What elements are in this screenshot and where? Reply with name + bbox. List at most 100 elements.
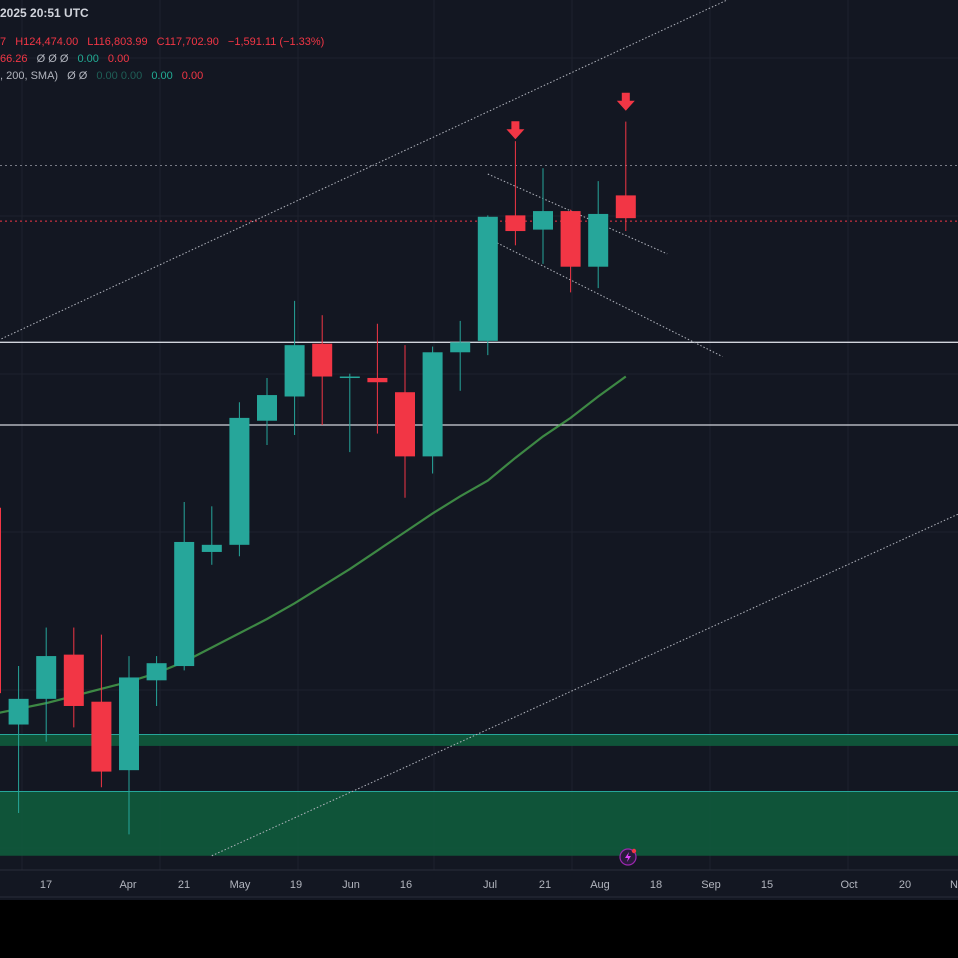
candle: [146, 656, 167, 706]
candle-body: [284, 345, 305, 397]
time-axis-label: Jul: [483, 879, 497, 891]
alert-icon[interactable]: [619, 848, 637, 866]
indicator-2-v2: 0.00: [181, 70, 204, 82]
time-axis-label: Oct: [840, 879, 857, 891]
trendline: [211, 513, 958, 857]
candle-body: [533, 211, 553, 230]
candle-body: [367, 377, 388, 383]
candle-body: [0, 507, 1, 694]
indicator-2-nulls: Ø Ø: [67, 70, 88, 82]
candle-body: [312, 343, 333, 377]
high-value: H124,474.00: [15, 36, 79, 48]
indicator-2-dim-values: 0.00 0.00: [96, 70, 143, 82]
candle-body: [422, 352, 443, 457]
indicator-2-legend: , 200, SMA) Ø Ø 0.00 0.00 0.00 0.00: [0, 68, 209, 84]
change-value: −1,591.11 (−1.33%): [227, 36, 325, 48]
time-axis-label: Jun: [342, 879, 360, 891]
candle: [257, 377, 277, 445]
time-axis-label: 16: [400, 879, 412, 891]
down-arrow-marker: [616, 92, 635, 111]
candle-body: [146, 663, 167, 681]
candle: [174, 502, 195, 671]
candle-body: [91, 701, 112, 772]
candle-body: [257, 395, 277, 421]
candle: [560, 209, 581, 293]
low-value: L116,803.99: [87, 36, 148, 48]
candle: [588, 181, 609, 289]
footer-strip: [0, 900, 958, 958]
ohlc-legend: 7 H124,474.00 L116,803.99 C117,702.90 −1…: [0, 34, 330, 50]
indicator-2-v1: 0.00: [151, 70, 173, 82]
time-axis-labels: 17 Apr 21 May 19 Jun 16 Jul 21 Aug 18 Sep 15 Oct 20 N: [40, 879, 958, 891]
candle: [201, 506, 222, 565]
indicator-2-name: , 200, SMA): [0, 70, 59, 82]
candle: [339, 373, 360, 453]
candle: [533, 168, 553, 264]
candle-body: [119, 677, 139, 771]
candle: [8, 666, 29, 813]
plot-background: [0, 0, 958, 900]
candle: [119, 656, 139, 835]
candle: [63, 627, 84, 728]
candle: [229, 402, 250, 557]
down-arrow-marker: [506, 121, 525, 140]
indicator-1-v1: 0.00: [77, 53, 99, 65]
candle: [395, 345, 415, 498]
sma-200-line: [0, 375, 627, 714]
indicator-1-legend: 66.26 Ø Ø Ø 0.00 0.00: [0, 51, 135, 67]
time-axis-label: 20: [899, 879, 911, 891]
markers: [506, 92, 635, 140]
time-axis-label: Sep: [701, 879, 721, 891]
candles: [0, 121, 636, 835]
candle: [505, 141, 526, 246]
time-axis-label: 17: [40, 879, 52, 891]
candle-body: [339, 376, 360, 379]
time-axis-label: N: [950, 879, 958, 891]
candle-body: [477, 216, 498, 341]
candle: [91, 634, 112, 788]
indicator-1-v2: 0.00: [107, 53, 130, 65]
candle-body: [450, 342, 471, 353]
candle-body: [8, 698, 29, 725]
time-axis-label: Aug: [590, 879, 610, 891]
candle: [367, 323, 388, 434]
candle-body: [36, 656, 57, 699]
indicator-1-value: 66.26: [0, 53, 28, 65]
candle: [477, 215, 498, 356]
candle: [450, 320, 471, 391]
time-axis-label: 21: [178, 879, 190, 891]
candle-body: [201, 544, 222, 552]
sma-line: [0, 375, 627, 714]
support-zone-2: [0, 791, 958, 856]
candle-body: [588, 213, 609, 267]
time-axis-label: 21: [539, 879, 551, 891]
candle-body: [560, 211, 581, 267]
horizontal-levels: [0, 164, 958, 426]
candle: [284, 300, 305, 435]
candle-body: [174, 541, 195, 667]
candle-body: [615, 195, 636, 219]
time-axis-label: 19: [290, 879, 302, 891]
close-value: C117,702.90: [156, 36, 219, 48]
candle: [36, 627, 57, 742]
candle: [0, 507, 1, 694]
timestamp-header: 2025 20:51 UTC: [0, 6, 89, 20]
open-value-fragment: 7: [0, 36, 7, 48]
candle-body: [395, 392, 415, 457]
support-zone-1: [0, 734, 958, 746]
candle-body: [63, 654, 84, 706]
time-axis-label: Apr: [119, 879, 136, 891]
trendline: [0, 0, 729, 341]
indicator-1-nulls: Ø Ø Ø: [36, 53, 69, 65]
time-axis-label: 18: [650, 879, 662, 891]
candle-body: [505, 215, 526, 232]
time-axis-label: 15: [761, 879, 773, 891]
zones: [0, 734, 958, 856]
candle: [422, 346, 443, 474]
candle: [615, 121, 636, 231]
candle-body: [229, 417, 250, 545]
candle: [312, 315, 333, 426]
time-axis-label: May: [230, 879, 251, 891]
